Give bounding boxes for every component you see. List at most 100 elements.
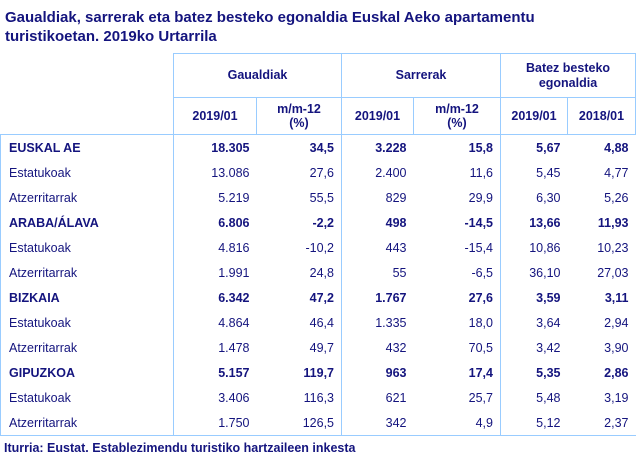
value-cell: 126,5 [256, 410, 342, 436]
corner-cell [0, 97, 174, 135]
value-cell: 3.406 [173, 385, 257, 410]
table-row: Atzerritarrak 1.478 49,7 432 70,5 3,42 3… [0, 335, 636, 360]
sub-col-header: 2019/01 [341, 97, 414, 135]
row-label: Atzerritarrak [0, 335, 174, 360]
value-cell: 1.478 [173, 335, 257, 360]
value-cell: 6.342 [173, 285, 257, 310]
value-cell: 10,86 [500, 235, 568, 260]
value-cell: 3,59 [500, 285, 568, 310]
table-row: Estatukoak 3.406 116,3 621 25,7 5,48 3,1… [0, 385, 636, 410]
value-cell: 10,23 [597, 240, 629, 255]
value-cell: 3,42 [500, 335, 568, 360]
stats-table: Gaualdiak Sarrerak Batez besteko egonald… [0, 53, 636, 436]
value-cell: 24,8 [309, 265, 334, 280]
value-cell: 5,67 [500, 134, 568, 160]
sub-column-header-row: 2019/01 m/m-12 (%) 2019/01 m/m-12 (%) 20… [0, 97, 636, 135]
source-note: Iturria: Eustat. Establezimendu turistik… [4, 441, 356, 455]
value-cell: 1.335 [341, 310, 414, 335]
value-cell: 4.816 [173, 235, 257, 260]
value-cell: 5,35 [500, 360, 568, 385]
value-cell: 443 [341, 235, 414, 260]
sub-col-header-label: m/m-12 (%) [435, 102, 479, 130]
value-cell: 49,7 [309, 340, 334, 355]
row-label: Atzerritarrak [0, 410, 174, 436]
value-cell: 621 [341, 385, 414, 410]
value-cell: 5,26 [604, 190, 629, 205]
row-label: Estatukoak [0, 385, 174, 410]
value-cell: 29,9 [468, 190, 493, 205]
value-cell: 13.086 [173, 160, 257, 185]
value-cell: 3,64 [500, 310, 568, 335]
value-cell: 1.991 [173, 260, 257, 285]
value-cell: 6.806 [173, 210, 257, 235]
value-cell: 70,5 [468, 340, 493, 355]
table-row: Estatukoak 4.816 -10,2 443 -15,4 10,86 1… [0, 235, 636, 260]
value-cell: 2,86 [604, 365, 629, 380]
row-label: EUSKAL AE [0, 134, 174, 160]
table-row: Atzerritarrak 1.750 126,5 342 4,9 5,12 2… [0, 410, 636, 436]
table-row: Estatukoak 13.086 27,6 2.400 11,6 5,45 4… [0, 160, 636, 185]
value-cell: -2,2 [312, 215, 334, 230]
value-cell: 5.157 [173, 360, 257, 385]
value-cell: 5,12 [500, 410, 568, 436]
sub-col-header: 2019/01 [500, 97, 568, 135]
value-cell: 4,77 [604, 165, 629, 180]
value-cell: -10,2 [305, 240, 335, 255]
row-label: ARABA/ÁLAVA [0, 210, 174, 235]
value-cell: 46,4 [309, 315, 334, 330]
value-cell: 34,5 [309, 140, 334, 155]
corner-cell [1, 54, 174, 98]
table-row: BIZKAIA 6.342 47,2 1.767 27,6 3,59 3,11 [0, 285, 636, 310]
page-title: Gaualdiak, sarrerak eta batez besteko eg… [5, 9, 535, 45]
sub-col-header-label: m/m-12 (%) [277, 102, 321, 130]
value-cell: 4,9 [413, 410, 501, 436]
sub-col-header: m/m-12 (%) [413, 97, 501, 135]
col-group-gaualdiak: Gaualdiak [173, 53, 342, 98]
value-cell: 55 [341, 260, 414, 285]
value-cell: 18.305 [173, 134, 257, 160]
table-row: Atzerritarrak 1.991 24,8 55 -6,5 36,10 2… [0, 260, 636, 285]
value-cell: 1.767 [341, 285, 414, 310]
value-cell: 3.228 [341, 134, 414, 160]
table-row: GIPUZKOA 5.157 119,7 963 17,4 5,35 2,86 [0, 360, 636, 385]
table-row: Atzerritarrak 5.219 55,5 829 29,9 6,30 5… [0, 185, 636, 210]
row-label: BIZKAIA [0, 285, 174, 310]
value-cell: 1.750 [173, 410, 257, 436]
value-cell: 498 [341, 210, 414, 235]
row-label: Estatukoak [0, 235, 174, 260]
value-cell: 27,03 [597, 265, 629, 280]
row-label: GIPUZKOA [0, 360, 174, 385]
col-group-batez-besteko-egonaldia: Batez besteko egonaldia [500, 53, 636, 98]
value-cell: 17,4 [468, 365, 493, 380]
value-cell: 36,10 [500, 260, 568, 285]
table-row: ARABA/ÁLAVA 6.806 -2,2 498 -14,5 13,66 1… [0, 210, 636, 235]
sub-col-header: m/m-12 (%) [256, 97, 342, 135]
sub-col-header: 2018/01 [567, 97, 636, 135]
table-row: Estatukoak 4.864 46,4 1.335 18,0 3,64 2,… [0, 310, 636, 335]
table-row: EUSKAL AE 18.305 34,5 3.228 15,8 5,67 4,… [0, 134, 636, 160]
value-cell: 2,37 [567, 410, 636, 436]
value-cell: 18,0 [468, 315, 493, 330]
value-cell: 2.400 [341, 160, 414, 185]
value-cell: 11,93 [597, 215, 629, 230]
row-label: Atzerritarrak [0, 185, 174, 210]
value-cell: 963 [341, 360, 414, 385]
value-cell: 47,2 [309, 290, 334, 305]
value-cell: 15,8 [468, 140, 493, 155]
value-cell: 55,5 [309, 190, 334, 205]
value-cell: 2,94 [604, 315, 629, 330]
value-cell: -15,4 [464, 240, 494, 255]
row-label: Atzerritarrak [0, 260, 174, 285]
value-cell: 3,19 [604, 390, 629, 405]
value-cell: 11,6 [469, 165, 493, 180]
value-cell: 342 [341, 410, 414, 436]
value-cell: 3,90 [604, 340, 629, 355]
row-label: Estatukoak [0, 160, 174, 185]
sub-col-header: 2019/01 [173, 97, 257, 135]
value-cell: 116,3 [303, 390, 334, 405]
value-cell: 119,7 [303, 365, 334, 380]
value-cell: 5,48 [500, 385, 568, 410]
value-cell: 6,30 [500, 185, 568, 210]
value-cell: -14,5 [464, 215, 494, 230]
value-cell: 27,6 [468, 290, 493, 305]
